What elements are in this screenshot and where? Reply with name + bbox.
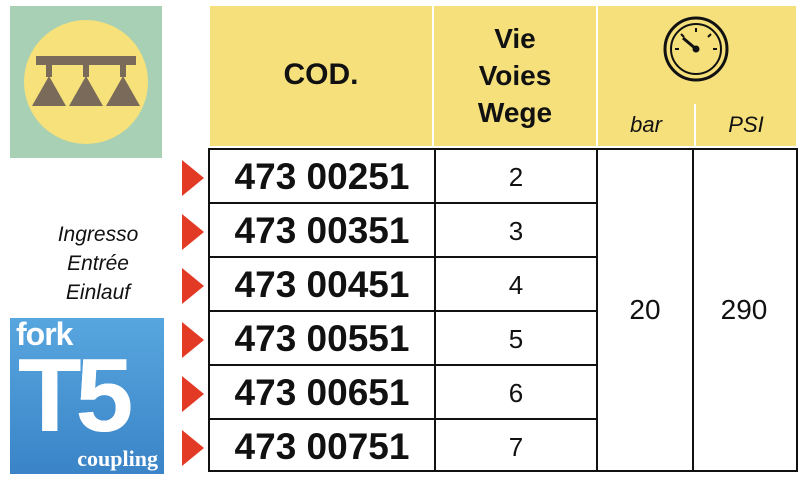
pressure-bar-value: 20 xyxy=(629,294,661,325)
header-code-cell xyxy=(210,6,432,146)
logo-coupling-text: coupling xyxy=(77,446,158,471)
row-divider xyxy=(208,256,598,258)
product-code: 473 00751 xyxy=(234,426,410,467)
row-arrow-icon xyxy=(182,322,204,358)
row-arrow-icon xyxy=(182,214,204,250)
header-unit-divider xyxy=(694,104,696,146)
ways-label-it: Vie xyxy=(494,23,536,54)
row-divider xyxy=(208,310,598,312)
ways-value: 5 xyxy=(508,324,524,354)
row-arrow-icon xyxy=(182,268,204,304)
product-code: 473 00551 xyxy=(234,318,410,359)
row-divider xyxy=(208,202,598,204)
product-code: 473 00351 xyxy=(234,210,410,251)
row-arrow-icon xyxy=(182,430,204,466)
row-divider xyxy=(208,418,598,420)
ways-value: 7 xyxy=(508,432,524,462)
unit-bar-label: bar xyxy=(630,112,662,137)
logo-model-text: T5 xyxy=(18,338,133,454)
header-ways-cell xyxy=(434,6,596,146)
row-arrow-icon xyxy=(182,376,204,412)
spray-boom-icon xyxy=(24,20,148,144)
spray-boom-icon-panel xyxy=(10,6,162,158)
header-code-label: COD. xyxy=(283,58,359,91)
fork-t5-coupling-logo: fork T5 coupling xyxy=(10,318,164,474)
header-ways-label: Vie Voies Wege xyxy=(434,20,596,131)
pressure-psi-value: 290 xyxy=(720,294,768,325)
ways-value: 6 xyxy=(508,378,524,408)
inlet-label-fr: Entrée xyxy=(67,252,129,275)
product-code: 473 00651 xyxy=(234,372,410,413)
row-arrow-icon xyxy=(182,160,204,196)
product-code: 473 00251 xyxy=(234,156,410,197)
inlet-label-de: Einlauf xyxy=(65,281,131,304)
column-divider xyxy=(596,148,598,470)
ways-value: 3 xyxy=(508,216,524,246)
column-divider xyxy=(692,148,694,470)
logo-fork-text: fork xyxy=(16,318,73,352)
product-code: 473 00451 xyxy=(234,264,410,305)
row-divider xyxy=(208,364,598,366)
ways-label-de: Wege xyxy=(477,97,553,128)
inlet-label-it: Ingresso xyxy=(57,223,139,246)
ways-value: 4 xyxy=(508,270,524,300)
ways-label-fr: Voies xyxy=(478,60,552,91)
pressure-gauge-icon xyxy=(661,14,731,89)
inlet-label: Ingresso Entrée Einlauf xyxy=(18,220,178,307)
ways-value: 2 xyxy=(508,162,524,192)
unit-psi-label: PSI xyxy=(728,112,764,137)
column-divider xyxy=(434,148,436,470)
